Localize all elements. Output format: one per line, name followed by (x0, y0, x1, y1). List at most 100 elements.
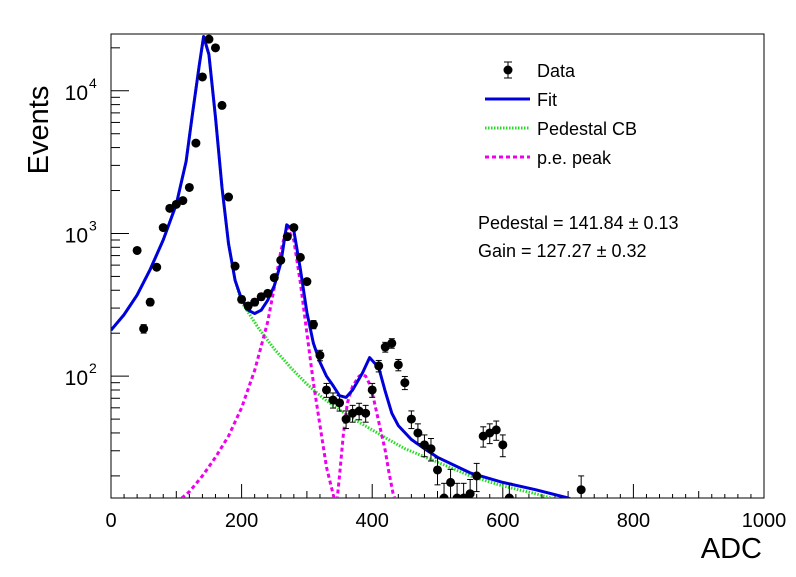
data-marker (250, 297, 260, 307)
x-tick-label: 0 (105, 510, 116, 532)
y-tick-label: 10 (65, 82, 88, 105)
data-point (230, 261, 240, 271)
data-point (289, 223, 299, 233)
data-point (243, 301, 253, 311)
data-point (413, 423, 423, 445)
data-point (433, 457, 442, 486)
data-marker (315, 350, 325, 360)
data-point (446, 468, 456, 498)
data-point (400, 375, 410, 391)
data-marker (158, 223, 168, 233)
data-point (465, 478, 475, 498)
x-tick-label: 400 (356, 510, 389, 532)
data-marker (197, 72, 207, 82)
data-marker (321, 385, 331, 395)
data-point (426, 438, 436, 462)
y-tick-exponent: 4 (89, 75, 97, 91)
data-point (191, 138, 201, 148)
data-marker (243, 301, 253, 311)
data-marker (413, 428, 423, 438)
data-point (419, 434, 429, 458)
legend-item-pedestal-cb: Pedestal CB (485, 119, 637, 139)
data-point (361, 404, 371, 423)
data-marker (472, 471, 482, 481)
data-point (217, 100, 227, 110)
data-point (139, 324, 149, 334)
series-p-e-peak-line (179, 226, 397, 498)
legend-label-pedestal-cb: Pedestal CB (537, 119, 637, 139)
data-marker (230, 261, 240, 271)
data-point (250, 297, 260, 307)
data-marker (367, 385, 377, 395)
data-point (498, 434, 508, 458)
data-marker (433, 465, 442, 475)
data-marker (504, 493, 514, 498)
data-points (132, 34, 586, 498)
data-marker (224, 192, 234, 202)
data-marker (335, 398, 345, 408)
data-marker (498, 440, 508, 450)
annotation-pedestal: Pedestal = 141.84 ± 0.13 (478, 213, 679, 233)
annotation-gain: Gain = 127.27 ± 0.32 (478, 241, 647, 261)
data-marker (491, 425, 501, 435)
data-marker (439, 493, 449, 498)
data-point (308, 320, 318, 330)
data-marker (204, 34, 214, 44)
data-marker (419, 440, 429, 450)
data-marker (191, 138, 201, 148)
legend-item-fit: Fit (485, 90, 557, 110)
data-point (204, 34, 214, 44)
data-point (145, 297, 155, 307)
data-point (576, 475, 586, 498)
data-marker (400, 378, 410, 388)
data-point (491, 420, 501, 441)
data-point (504, 482, 514, 498)
data-marker (374, 361, 384, 371)
data-marker (302, 277, 312, 287)
data-marker (217, 100, 227, 110)
legend-label-fit: Fit (537, 90, 557, 110)
data-marker (210, 43, 220, 53)
data-marker (426, 444, 436, 454)
x-tick-label: 600 (486, 510, 519, 532)
y-tick-exponent: 2 (89, 360, 97, 376)
data-marker (576, 485, 586, 495)
data-marker (276, 255, 286, 265)
data-marker (341, 414, 351, 424)
data-marker (380, 342, 390, 352)
data-point (321, 382, 331, 398)
legend-item-pe-peak: p.e. peak (485, 148, 612, 168)
data-point (165, 203, 175, 213)
data-point (472, 462, 482, 493)
x-tick-label: 800 (617, 510, 650, 532)
data-marker (139, 324, 149, 334)
data-point (393, 358, 403, 372)
data-marker (165, 203, 175, 213)
x-tick-label: 200 (225, 510, 258, 532)
legend: Data Fit Pedestal CB p.e. peak (485, 61, 637, 168)
data-point (341, 410, 351, 430)
x-tick-label: 1000 (742, 510, 787, 532)
data-marker (282, 232, 292, 242)
data-marker (289, 223, 299, 233)
data-point (374, 359, 384, 373)
data-point (178, 196, 188, 206)
data-point (439, 482, 449, 498)
legend-item-data: Data (503, 61, 576, 81)
data-marker (178, 196, 188, 206)
data-marker (308, 320, 318, 330)
data-point (224, 192, 234, 202)
data-marker (263, 288, 273, 298)
data-point (387, 338, 397, 349)
x-axis-title: ADC (701, 533, 762, 565)
data-point (406, 410, 416, 430)
data-marker (269, 273, 279, 283)
data-point (335, 395, 345, 412)
data-point (171, 199, 181, 209)
data-point (210, 43, 220, 53)
data-point (302, 277, 312, 287)
data-point (380, 341, 390, 353)
